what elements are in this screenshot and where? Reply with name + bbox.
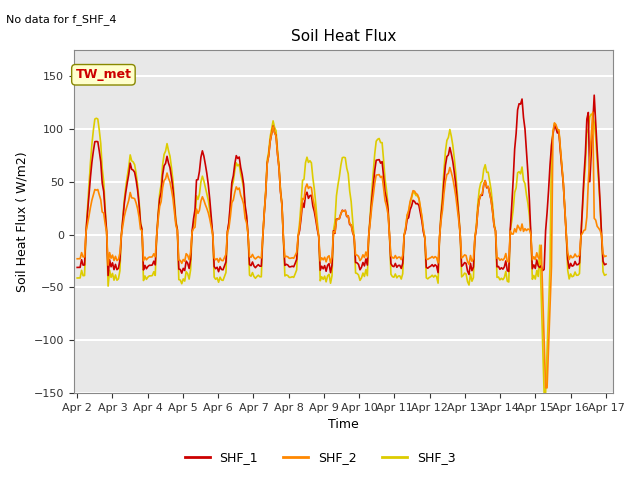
X-axis label: Time: Time <box>328 419 359 432</box>
Text: No data for f_SHF_4: No data for f_SHF_4 <box>6 14 117 25</box>
Y-axis label: Soil Heat Flux ( W/m2): Soil Heat Flux ( W/m2) <box>15 151 28 292</box>
Legend: SHF_1, SHF_2, SHF_3: SHF_1, SHF_2, SHF_3 <box>180 446 460 469</box>
Title: Soil Heat Flux: Soil Heat Flux <box>291 29 396 44</box>
Text: TW_met: TW_met <box>76 68 131 81</box>
